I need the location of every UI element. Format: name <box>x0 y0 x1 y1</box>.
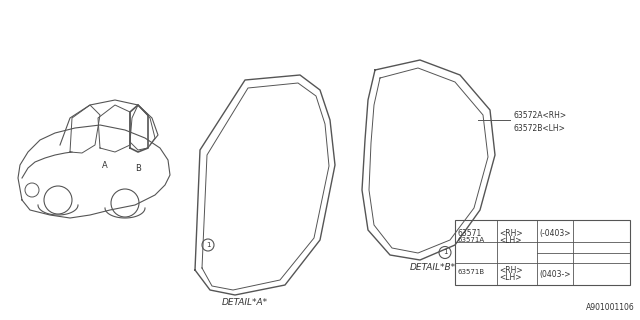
Text: A901001106: A901001106 <box>586 303 635 312</box>
Text: B: B <box>135 164 141 172</box>
Text: <LH>: <LH> <box>499 273 522 282</box>
Text: DETAIL*B*: DETAIL*B* <box>410 263 456 272</box>
Text: 1: 1 <box>205 242 211 248</box>
Text: 1: 1 <box>443 250 447 255</box>
Text: (0403->: (0403-> <box>539 270 570 279</box>
Text: <RH>: <RH> <box>499 229 523 238</box>
FancyBboxPatch shape <box>455 220 630 285</box>
Text: 63571B: 63571B <box>457 269 484 275</box>
Text: <RH>: <RH> <box>499 266 523 275</box>
Text: 63572B<LH>: 63572B<LH> <box>513 124 565 132</box>
Text: 63571: 63571 <box>457 229 481 238</box>
Text: 63572A<RH>: 63572A<RH> <box>513 110 566 119</box>
Text: 63571A: 63571A <box>457 237 484 243</box>
Text: A: A <box>102 161 108 170</box>
Text: (-0403>: (-0403> <box>539 229 570 238</box>
Text: DETAIL*A*: DETAIL*A* <box>222 298 268 307</box>
Text: <LH>: <LH> <box>499 236 522 245</box>
